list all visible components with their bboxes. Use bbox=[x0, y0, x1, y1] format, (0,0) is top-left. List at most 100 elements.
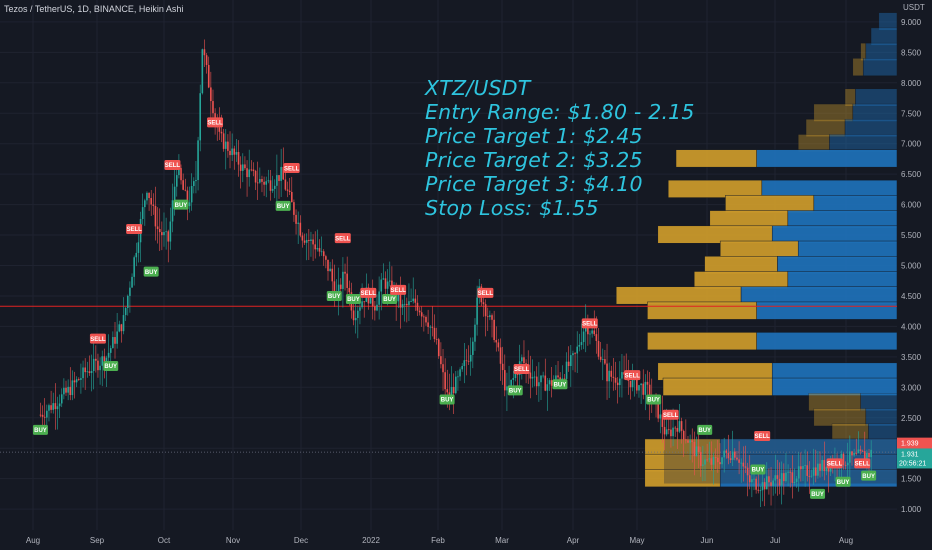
candle-body bbox=[388, 280, 391, 282]
candle-body bbox=[606, 363, 608, 382]
candle-body bbox=[544, 375, 547, 391]
volume-profile-down-bar bbox=[662, 377, 773, 396]
candle-body bbox=[182, 180, 184, 190]
time-axis-tick: Aug bbox=[839, 536, 853, 545]
candle-body bbox=[371, 291, 374, 307]
candle-body bbox=[161, 232, 163, 236]
candle-body bbox=[56, 406, 59, 410]
candle-body bbox=[689, 440, 691, 443]
sell-signal-label: SELL bbox=[390, 288, 406, 294]
candle-body bbox=[214, 113, 216, 120]
candle-body bbox=[491, 315, 493, 320]
candle-body bbox=[725, 450, 728, 453]
candle-body bbox=[827, 466, 830, 472]
candle-body bbox=[337, 284, 340, 296]
candle-body bbox=[440, 356, 442, 365]
time-axis-tick: Oct bbox=[158, 536, 171, 545]
price-axis-tick: 4.000 bbox=[901, 322, 922, 331]
candle-body bbox=[563, 378, 566, 380]
candle-body bbox=[322, 251, 325, 257]
candle-body bbox=[256, 182, 259, 184]
candle-body bbox=[269, 180, 272, 191]
candle-body bbox=[742, 462, 745, 467]
price-axis-unit: USDT bbox=[903, 3, 925, 12]
candle-body bbox=[248, 169, 250, 178]
candle-body bbox=[531, 376, 534, 379]
candle-body bbox=[721, 457, 723, 465]
buy-signal-badge bbox=[507, 385, 523, 396]
price-axis-tick: 1.500 bbox=[901, 475, 922, 484]
candle-body bbox=[361, 301, 363, 308]
candle-body bbox=[751, 479, 753, 483]
candle-body bbox=[342, 271, 344, 289]
candle-body bbox=[133, 257, 135, 277]
candle-body bbox=[137, 242, 140, 253]
candle-body bbox=[819, 463, 821, 471]
candle-body bbox=[276, 175, 278, 186]
candle-body bbox=[46, 410, 48, 418]
candle-body bbox=[280, 166, 282, 181]
candle-body bbox=[795, 478, 798, 482]
volume-profile-down-bar bbox=[852, 58, 864, 77]
candle-body bbox=[761, 482, 764, 491]
candle-body bbox=[101, 356, 104, 366]
signals: BUYSELLBUYSELLBUYSELLBUYSELLBUYSELLBUYSE… bbox=[32, 117, 877, 499]
candle-body bbox=[868, 452, 870, 458]
candle-body bbox=[695, 446, 698, 457]
candle-body bbox=[374, 306, 376, 311]
buy-signal-label: BUY bbox=[441, 398, 454, 404]
candle-body bbox=[676, 428, 679, 432]
candle-body bbox=[67, 386, 69, 393]
candle-body bbox=[156, 226, 159, 230]
candle-body bbox=[859, 449, 862, 451]
candle-body bbox=[638, 385, 640, 391]
candle-body bbox=[776, 475, 779, 479]
candle-body bbox=[382, 278, 385, 280]
buy-signal-badge bbox=[552, 379, 568, 390]
candle-body bbox=[574, 353, 576, 355]
sell-signal-badge bbox=[89, 333, 106, 344]
buy-signal-label: BUY bbox=[383, 297, 396, 303]
candle-body bbox=[154, 205, 157, 227]
candle-body bbox=[71, 380, 74, 396]
candle-body bbox=[748, 475, 751, 483]
candle-body bbox=[459, 369, 461, 377]
price-axis-tick: 7.500 bbox=[901, 109, 922, 118]
candle-body bbox=[744, 466, 747, 468]
candle-body bbox=[463, 360, 466, 367]
candle-body bbox=[608, 370, 610, 382]
sell-signal-badge bbox=[334, 233, 351, 244]
candle-body bbox=[310, 239, 312, 241]
candle-body bbox=[533, 376, 536, 378]
sell-signal-badge bbox=[390, 284, 407, 295]
candle-body bbox=[797, 466, 800, 479]
candle-body bbox=[472, 341, 474, 355]
buy-signal-label: BUY bbox=[752, 468, 765, 474]
annotation-title: XTZ/USDT bbox=[425, 76, 531, 100]
candle-body bbox=[542, 375, 544, 377]
candle-body bbox=[90, 370, 93, 374]
candle-body bbox=[493, 319, 495, 341]
candle-body bbox=[452, 386, 455, 394]
candle-body bbox=[408, 301, 410, 306]
candle-body bbox=[825, 466, 828, 472]
candle-body bbox=[670, 429, 672, 437]
candle-body bbox=[455, 376, 457, 394]
candle-body bbox=[665, 429, 668, 435]
candle-body bbox=[178, 168, 180, 176]
candle-body bbox=[693, 441, 696, 457]
candle-body bbox=[401, 304, 404, 308]
candle-body bbox=[648, 384, 651, 399]
buy-signal-badge bbox=[646, 394, 662, 405]
candle-body bbox=[195, 180, 197, 182]
candle-body bbox=[403, 303, 406, 305]
candle-body bbox=[169, 221, 172, 242]
candle-body bbox=[550, 380, 553, 386]
candle-body bbox=[126, 295, 129, 308]
candle-body bbox=[636, 375, 638, 391]
candle-body bbox=[587, 323, 589, 335]
candle-body bbox=[220, 131, 223, 134]
volume-profile-up-bar bbox=[829, 134, 898, 153]
